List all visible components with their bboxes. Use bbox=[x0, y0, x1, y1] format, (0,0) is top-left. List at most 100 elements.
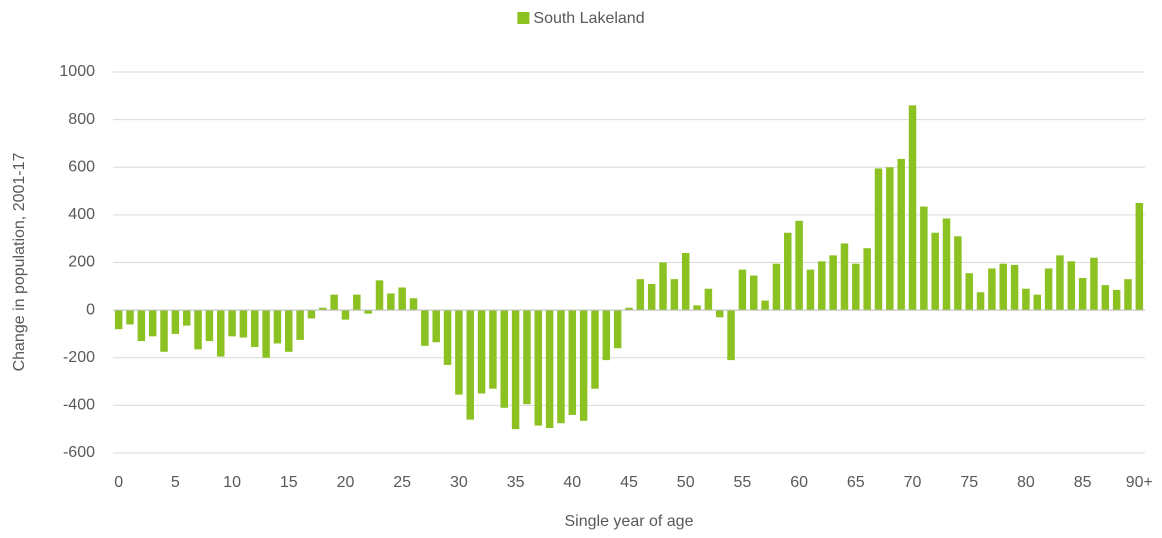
bar bbox=[1135, 202, 1144, 311]
bar bbox=[670, 279, 679, 311]
x-tick-label: 80 bbox=[1017, 474, 1035, 491]
bar bbox=[829, 255, 837, 311]
bar bbox=[171, 310, 180, 334]
bar bbox=[1033, 294, 1042, 311]
legend-swatch bbox=[517, 12, 530, 24]
bar bbox=[534, 310, 543, 426]
x-tick-label: 25 bbox=[393, 474, 411, 491]
bar bbox=[375, 280, 384, 311]
x-tick-label: 60 bbox=[790, 474, 808, 491]
x-tick-label: 65 bbox=[847, 474, 865, 491]
legend-label: South Lakeland bbox=[533, 10, 644, 27]
bar bbox=[409, 298, 418, 311]
bar bbox=[1022, 288, 1030, 311]
bar bbox=[591, 310, 599, 389]
bar bbox=[659, 262, 667, 311]
bar bbox=[387, 293, 395, 311]
bar bbox=[137, 310, 146, 342]
bar bbox=[353, 294, 361, 311]
bar bbox=[579, 310, 588, 421]
bar bbox=[761, 300, 769, 311]
bar bbox=[931, 232, 939, 311]
x-tick-label: 40 bbox=[563, 474, 581, 491]
y-tick-label: -400 bbox=[63, 397, 95, 414]
bar bbox=[806, 269, 815, 311]
bar bbox=[273, 310, 282, 344]
bar bbox=[160, 310, 168, 352]
bar bbox=[443, 310, 452, 365]
bar bbox=[262, 310, 270, 358]
bar bbox=[613, 310, 622, 349]
bar bbox=[341, 310, 350, 320]
y-tick-label: 400 bbox=[68, 206, 95, 223]
bar bbox=[976, 292, 985, 311]
bar bbox=[216, 310, 225, 357]
x-tick-label: 70 bbox=[904, 474, 922, 491]
bar bbox=[602, 310, 611, 361]
bar bbox=[296, 310, 304, 340]
bar bbox=[239, 310, 248, 338]
bar bbox=[455, 310, 463, 395]
bar bbox=[863, 248, 871, 311]
bar bbox=[942, 218, 951, 311]
bar bbox=[319, 307, 327, 311]
bar bbox=[1124, 279, 1132, 311]
bar bbox=[1090, 257, 1098, 311]
bar bbox=[205, 310, 214, 342]
x-tick-label: 55 bbox=[734, 474, 752, 491]
bar bbox=[432, 310, 440, 343]
bar bbox=[568, 310, 577, 415]
y-tick-label: 0 bbox=[86, 301, 95, 318]
bar bbox=[818, 261, 826, 311]
bar bbox=[148, 310, 157, 337]
bar bbox=[693, 305, 701, 311]
bar bbox=[704, 288, 713, 311]
bar bbox=[364, 310, 372, 314]
bar bbox=[727, 310, 735, 361]
bar bbox=[182, 310, 191, 326]
bar bbox=[897, 158, 905, 311]
bar bbox=[874, 168, 883, 311]
bar bbox=[421, 310, 429, 346]
bar bbox=[523, 310, 531, 405]
x-tick-label: 10 bbox=[223, 474, 241, 491]
bar bbox=[784, 232, 792, 311]
bar bbox=[738, 269, 747, 311]
bar bbox=[625, 307, 633, 311]
bar bbox=[251, 310, 259, 348]
bar bbox=[477, 310, 486, 394]
bar bbox=[1112, 289, 1121, 311]
y-tick-label: 1000 bbox=[59, 63, 95, 80]
bar bbox=[999, 263, 1007, 311]
x-tick-label: 75 bbox=[960, 474, 978, 491]
x-tick-label: 5 bbox=[171, 474, 180, 491]
x-tick-label: 90+ bbox=[1126, 474, 1153, 491]
bar bbox=[557, 310, 565, 424]
bar bbox=[307, 310, 316, 319]
bar bbox=[647, 283, 656, 311]
bar bbox=[965, 273, 973, 311]
x-tick-label: 20 bbox=[337, 474, 355, 491]
y-tick-label: 200 bbox=[68, 254, 95, 271]
bar bbox=[228, 310, 236, 337]
bar bbox=[886, 167, 894, 311]
bar bbox=[330, 294, 338, 311]
x-tick-label: 15 bbox=[280, 474, 298, 491]
bar bbox=[1067, 261, 1076, 311]
x-axis-title: Single year of age bbox=[565, 513, 694, 530]
x-tick-label: 0 bbox=[114, 474, 123, 491]
y-tick-label: -600 bbox=[63, 444, 95, 461]
x-tick-label: 45 bbox=[620, 474, 638, 491]
bar bbox=[772, 263, 781, 311]
bar bbox=[681, 252, 690, 311]
bar bbox=[285, 310, 293, 352]
bar bbox=[1056, 255, 1064, 311]
bar bbox=[750, 275, 758, 311]
bar bbox=[852, 263, 860, 311]
bar bbox=[194, 310, 202, 350]
bar bbox=[126, 310, 134, 325]
y-tick-label: 800 bbox=[68, 111, 95, 128]
y-tick-label: 600 bbox=[68, 158, 95, 175]
bar bbox=[489, 310, 497, 389]
